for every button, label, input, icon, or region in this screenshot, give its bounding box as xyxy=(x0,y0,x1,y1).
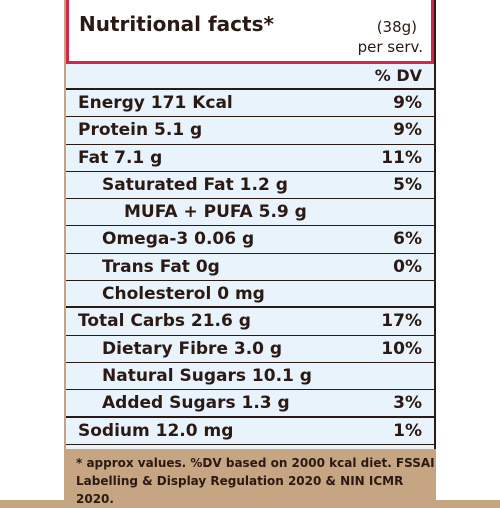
nutrient-row: Natural Sugars 10.1 g xyxy=(66,363,434,391)
nutrient-name: Energy 171 Kcal xyxy=(78,93,233,113)
nutrient-row: Total Carbs 21.6 g 17% xyxy=(66,308,434,336)
nutrient-row: Saturated Fat 1.2 g 5% xyxy=(66,172,434,200)
label-title: Nutritional facts* xyxy=(79,12,274,36)
nutrient-name: Total Carbs 21.6 g xyxy=(78,311,251,332)
nutrient-row: Added Sugars 1.3 g 3% xyxy=(66,390,434,418)
nutrient-row: Omega-3 0.06 g 6% xyxy=(66,226,434,254)
nutrient-dv: 6% xyxy=(393,229,422,250)
nutrient-dv: 1% xyxy=(393,420,422,441)
label-header: Nutritional facts* (38g) per serv. xyxy=(66,0,434,64)
nutrient-dv: 9% xyxy=(393,93,422,113)
nutrient-dv: 17% xyxy=(381,311,422,332)
nutrient-name: Protein 5.1 g xyxy=(78,120,203,141)
serving-size: (38g) xyxy=(376,18,417,36)
nutrient-name: Cholesterol 0 mg xyxy=(102,284,265,305)
nutrient-rows: Energy 171 Kcal 9% Protein 5.1 g 9% Fat 7.… xyxy=(66,90,434,445)
nutrient-row: Dietary Fibre 3.0 g 10% xyxy=(66,336,434,363)
nutrient-row: Fat 7.1 g 11% xyxy=(66,145,434,172)
dv-header-text: % DV xyxy=(374,66,422,85)
dv-column-header: % DV xyxy=(66,64,434,90)
nutrient-row: Energy 171 Kcal 9% xyxy=(66,90,434,118)
nutrient-name: Trans Fat 0g xyxy=(102,256,220,277)
nutrient-name: Sodium 12.0 mg xyxy=(78,420,234,441)
nutrient-row: Trans Fat 0g 0% xyxy=(66,254,434,282)
nutrient-name: Natural Sugars 10.1 g xyxy=(102,365,312,386)
nutrient-name: Added Sugars 1.3 g xyxy=(102,393,290,414)
left-background xyxy=(0,0,64,500)
nutrient-dv: 3% xyxy=(393,393,422,414)
serving-unit: per serv. xyxy=(357,38,423,56)
nutrient-row: Protein 5.1 g 9% xyxy=(66,117,434,145)
nutrient-row: Cholesterol 0 mg xyxy=(66,281,434,309)
nutrient-dv: 9% xyxy=(393,120,422,141)
nutrient-dv: 0% xyxy=(393,256,422,277)
nutrient-name: Omega-3 0.06 g xyxy=(102,229,255,250)
nutrient-name: MUFA + PUFA 5.9 g xyxy=(124,202,307,223)
nutrient-name: Dietary Fibre 3.0 g xyxy=(102,338,283,359)
nutrient-dv: 10% xyxy=(381,338,422,359)
right-background xyxy=(436,0,500,500)
nutrient-row: Sodium 12.0 mg 1% xyxy=(66,418,434,445)
nutrient-name: Fat 7.1 g xyxy=(78,147,163,168)
nutrition-label: Nutritional facts* (38g) per serv. % DV … xyxy=(66,0,436,449)
nutrient-row: MUFA + PUFA 5.9 g xyxy=(66,199,434,227)
nutrient-dv: 11% xyxy=(381,147,422,168)
nutrient-dv: 5% xyxy=(393,174,422,195)
nutrient-name: Saturated Fat 1.2 g xyxy=(102,174,288,195)
